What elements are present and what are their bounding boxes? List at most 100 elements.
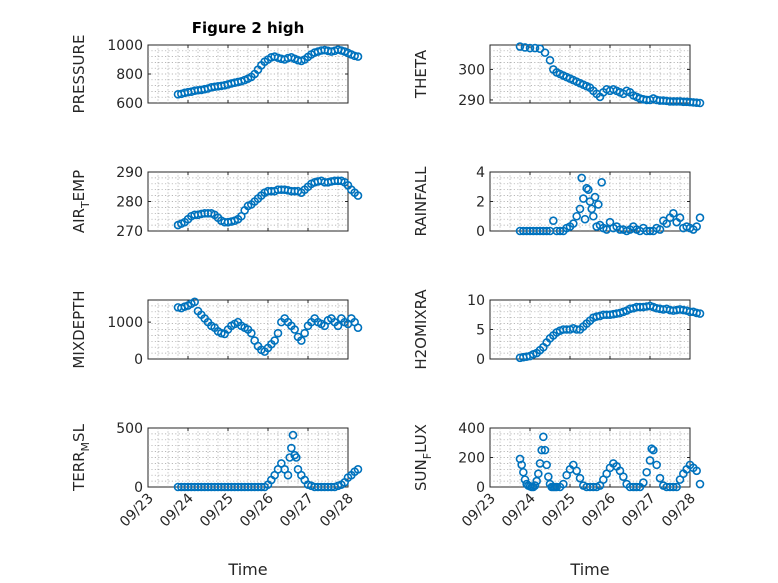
chart-title: Figure 2 high [192,19,305,37]
y-axis-label: H2OMIXRA [412,289,430,370]
x-tick-label: 09/28 [659,491,699,531]
y-axis-label: AIRTEMP [70,170,92,233]
data-point [692,98,701,107]
x-tick-label: 09/26 [237,490,277,530]
data-point [575,204,585,214]
data-point [645,226,655,236]
data-point [292,453,301,462]
data-point [545,55,555,65]
data-point [530,43,540,53]
x-tick-label: 09/25 [197,491,237,531]
data-point [675,213,685,223]
x-tick-label: 09/25 [539,491,579,531]
data-point [537,445,546,455]
data-point [692,222,701,231]
data-point [283,470,293,480]
x-tick-label: 09/27 [619,491,659,531]
data-point [539,432,548,442]
data-point [589,211,598,221]
y-tick-label: 5 [476,323,485,339]
data-point [270,336,279,345]
x-tick-label: 09/28 [317,491,357,531]
data-point [572,466,581,476]
data-point [582,183,591,193]
subplot-air_temp: 270 280 290 AIRTEMP [70,165,363,240]
data-point [647,444,656,453]
data-point [597,178,606,187]
data-point [530,481,540,490]
data-point [584,185,593,194]
y-axis-label: SUNFLUX [412,424,434,491]
data-point [217,328,226,338]
data-point [288,430,298,440]
y-tick-label: 0 [134,480,143,496]
y-axis-label: TERRMSL [70,423,92,492]
data-point [542,460,551,470]
x-axis-label: Time [569,560,609,579]
y-tick-label: 400 [458,421,485,437]
y-tick-label: 0 [476,352,485,368]
data-point [672,482,681,492]
subplot-pressure: 600 800 1000 PRESSURE Figure 2 high [70,19,363,113]
x-axis-label: Time [227,560,267,579]
y-tick-label: 0 [134,352,143,368]
x-tick-label: 09/24 [157,490,197,530]
data-point [695,98,705,108]
data-point [655,473,665,483]
data-point [695,479,705,489]
data-point [542,226,551,236]
data-point [594,200,603,209]
y-tick-label: 200 [458,451,485,467]
data-point [559,479,568,489]
y-tick-label: 290 [116,165,143,181]
data-point [300,328,309,338]
data-point [297,336,306,345]
data-point [273,328,283,338]
subplot-rainfall: 0 2 4 RAINFALL [412,165,705,240]
data-point [572,211,581,221]
data-point [645,456,655,465]
subplot-sun_flux: 0 200 400 SUNFLUX 09/23 09/24 09/25 09/26 09/27 0… [412,421,705,579]
x-tick-label: 09/23 [117,491,157,531]
data-point [695,213,705,223]
data-point [333,321,343,331]
y-axis-label: RAINFALL [412,166,430,237]
data-point [353,464,363,474]
data-point [590,192,600,202]
data-point [632,482,641,492]
data-point [569,219,578,228]
data-point [575,473,585,483]
subplot-mixdepth: 0 1000 MIXDEPTH [70,290,363,369]
y-tick-label: 290 [458,93,485,109]
data-point [639,478,648,487]
y-axis-label: THETA [412,49,430,99]
data-point [290,325,299,334]
data-point [247,328,256,338]
data-point [580,214,590,224]
y-tick-label: 500 [116,421,143,437]
data-point [350,51,359,61]
data-point [669,209,678,218]
data-point [649,445,658,455]
data-point [652,460,661,470]
y-tick-label: 600 [116,96,143,112]
x-tick-label: 09/26 [579,490,619,530]
data-point [287,443,296,453]
y-tick-label: 1000 [107,38,143,54]
x-tick-label: 09/24 [499,490,539,530]
data-point [655,225,665,234]
data-point [642,467,651,477]
data-point [692,308,701,318]
y-tick-label: 0 [476,224,485,240]
data-point [572,325,581,334]
data-point [520,43,530,52]
data-point [515,42,525,51]
subplot-theta: 290 300 THETA [412,42,705,109]
subplot-h2omixra: 0 5 10 H2OMIXRA [412,289,705,370]
y-tick-label: 10 [467,293,485,309]
y-tick-label: 0 [476,480,485,496]
data-point [552,482,561,492]
data-point [540,445,550,455]
